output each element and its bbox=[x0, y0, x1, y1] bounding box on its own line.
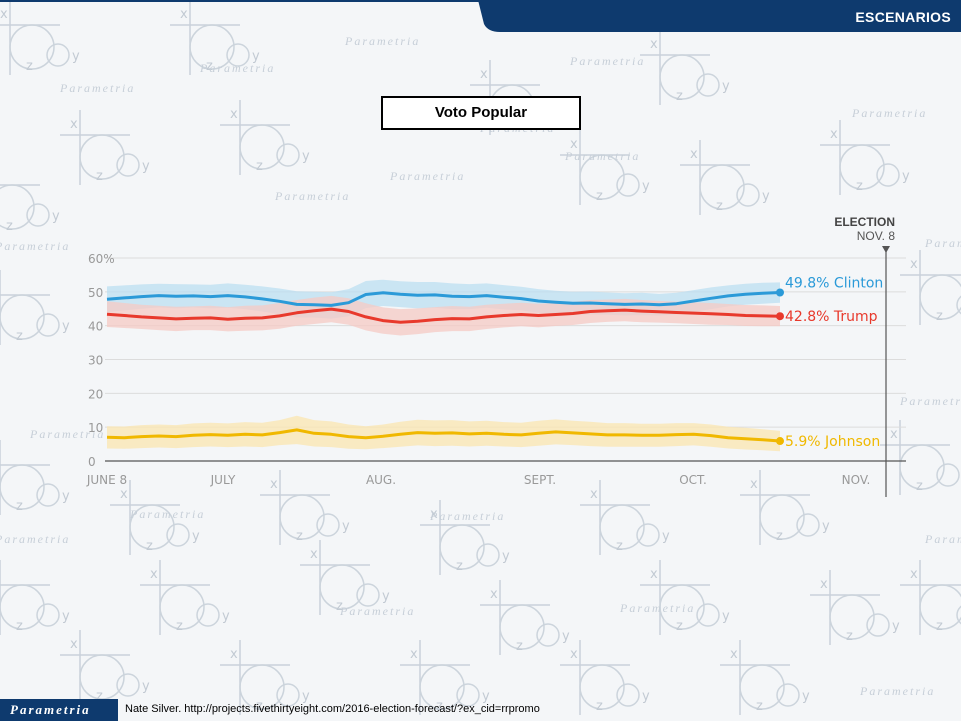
x-tick-label: SEPT. bbox=[524, 473, 556, 487]
footer-logo: Parametria bbox=[0, 699, 118, 721]
watermark-word: Parametria bbox=[0, 532, 70, 546]
header-title: ESCENARIOS bbox=[855, 9, 951, 25]
endpoint-clinton bbox=[776, 288, 784, 297]
line-johnson bbox=[106, 428, 781, 443]
watermark-word: Parametria bbox=[339, 604, 415, 618]
y-tick-label: 0 bbox=[88, 455, 96, 469]
watermark-word: Parametria bbox=[851, 106, 927, 120]
watermark-word: Parametria bbox=[199, 61, 275, 75]
endpoint-johnson bbox=[776, 437, 784, 446]
label-trump: 42.8% Trump bbox=[785, 309, 878, 325]
watermark-word: Parametria bbox=[344, 34, 420, 48]
x-tick-label: NOV. bbox=[842, 473, 871, 487]
y-tick-label: 50 bbox=[88, 286, 103, 300]
election-date-label: NOV. 8 bbox=[857, 229, 896, 243]
election-label: ELECTION bbox=[834, 215, 895, 229]
endpoint-trump bbox=[776, 312, 784, 321]
x-tick-label: AUG. bbox=[366, 473, 396, 487]
election-arrow bbox=[882, 246, 890, 253]
y-tick-label: 60% bbox=[88, 252, 115, 266]
footer-logo-text: Parametria bbox=[10, 702, 91, 717]
line-clinton bbox=[106, 291, 781, 307]
confidence-bands bbox=[107, 279, 780, 452]
watermark-word: Parametria bbox=[29, 427, 105, 441]
line-trump bbox=[106, 307, 781, 324]
watermark-word: Parametria bbox=[924, 532, 961, 546]
label-clinton: 49.8% Clinton bbox=[785, 276, 883, 292]
watermark-word: Parametria bbox=[389, 169, 465, 183]
watermark-word: Parametria bbox=[59, 81, 135, 95]
header-tab bbox=[478, 0, 961, 32]
series-end-labels: 49.8% Clinton 42.8% Trump 5.9% Johnson bbox=[785, 276, 883, 451]
band-trump bbox=[107, 295, 780, 336]
watermark-word: Parametria bbox=[569, 54, 645, 68]
watermark-word: Parametria bbox=[924, 236, 961, 250]
header-bar bbox=[0, 0, 961, 32]
watermark-word: Parametria bbox=[619, 601, 695, 615]
y-tick-label: 10 bbox=[88, 421, 103, 435]
x-tick-label: JULY bbox=[210, 473, 236, 487]
watermark-word: Parametria bbox=[429, 509, 505, 523]
chart-title: Voto Popular bbox=[381, 96, 581, 130]
watermark-word: Parametria bbox=[0, 239, 70, 253]
watermark-word: Parametria bbox=[129, 507, 205, 521]
x-tick-label: JUNE 8 bbox=[86, 473, 127, 487]
series-lines bbox=[106, 288, 784, 446]
x-axis-labels: JUNE 8 JULY AUG. SEPT. OCT. NOV. bbox=[86, 473, 871, 487]
y-tick-label: 40 bbox=[88, 320, 103, 334]
footer-source: Nate Silver. http://projects.fivethirtye… bbox=[125, 703, 540, 715]
y-axis-labels: 0 10 20 30 40 50 60% bbox=[88, 252, 115, 469]
watermark-word: Parametria bbox=[859, 684, 935, 698]
x-tick-label: OCT. bbox=[679, 473, 707, 487]
y-tick-label: 20 bbox=[88, 387, 103, 401]
watermark-word: Parametria bbox=[274, 189, 350, 203]
watermark-word: Parametria bbox=[564, 149, 640, 163]
watermark-word: Parametria bbox=[899, 394, 961, 408]
y-tick-label: 30 bbox=[88, 354, 103, 368]
label-johnson: 5.9% Johnson bbox=[785, 434, 880, 450]
election-marker: ELECTION NOV. 8 bbox=[834, 215, 895, 497]
